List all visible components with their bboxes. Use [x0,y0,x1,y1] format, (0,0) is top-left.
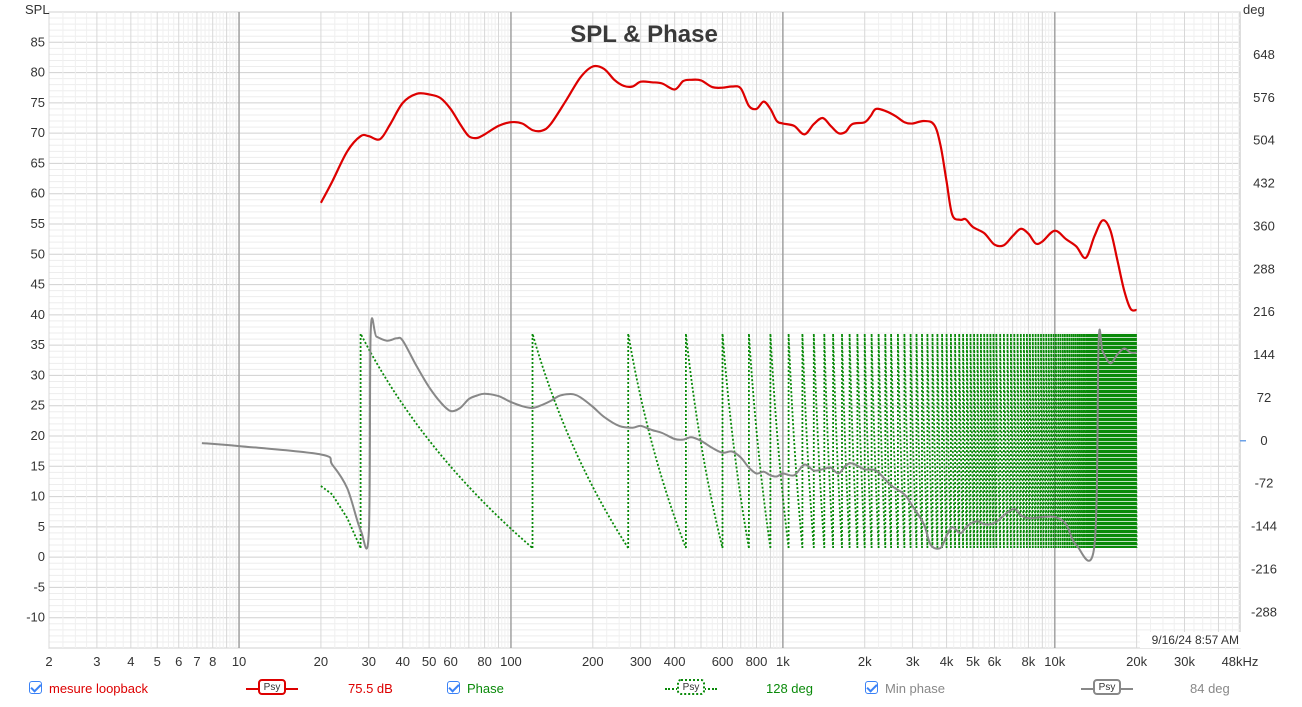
checkbox-phase[interactable] [447,681,460,694]
y-right-tick-label: 288 [1253,261,1275,276]
y-right-tick-label: 72 [1257,390,1271,405]
y-left-tick-label: 40 [31,307,45,322]
legend-label-min-phase: Min phase [885,681,945,696]
x-tick-label: 5k [966,654,980,669]
y-left-tick-label: -5 [33,579,45,594]
x-tick-label: 10k [1044,654,1065,669]
timestamp-bg [1140,632,1242,648]
y-left-tick-label: -10 [26,610,45,625]
x-tick-label: 30 [362,654,376,669]
x-tick-label: 8 [209,654,216,669]
x-tick-label: 20k [1126,654,1147,669]
x-tick-label: 20 [314,654,328,669]
checkbox-mesure-loopback[interactable] [29,681,42,694]
y-left-tick-label: 45 [31,277,45,292]
x-tick-label: 100 [500,654,522,669]
x-tick-label: 6k [988,654,1002,669]
y-left-tick-label: 80 [31,65,45,80]
y-right-tick-label: 432 [1253,176,1275,191]
y-left-tick-label: 15 [31,458,45,473]
y-right-tick-label: -144 [1251,519,1277,534]
psy-label: Psy [258,679,286,695]
timestamp: 9/16/24 8:57 AM [1152,633,1239,647]
x-tick-label: 3 [93,654,100,669]
y-left-tick-label: 60 [31,186,45,201]
x-tick-label: 80 [477,654,491,669]
legend-value-min-phase: 84 deg [1190,681,1230,696]
spl-phase-chart: 2 3 4 5 6 7 8 10 20 30 40 50 60 80 100 200 300 400 600 800 1… [25,2,1277,669]
y-left-tick-label: 30 [31,367,45,382]
y-left-tick-label: 35 [31,337,45,352]
x-tick-label: 48kHz [1222,654,1259,669]
x-tick-label: 30k [1174,654,1195,669]
checkbox-min-phase[interactable] [865,681,878,694]
legend-bar: mesure loopback Psy 75.5 dB Phase Psy 12… [0,676,1302,704]
y-right-tick-label: -288 [1251,604,1277,619]
y-right-tick-label: 144 [1253,347,1275,362]
y-right-tick-label: 360 [1253,218,1275,233]
x-tick-label: 1k [776,654,790,669]
y-left-tick-label: 75 [31,95,45,110]
grid [48,11,1246,649]
y-left-tick-label: 10 [31,489,45,504]
y-left-tick-label: 5 [38,519,45,534]
x-tick-label: 7 [193,654,200,669]
x-tick-label: 5 [154,654,161,669]
legend-value-mesure-loopback: 75.5 dB [348,681,393,696]
x-tick-label: 10 [232,654,246,669]
chart-title: SPL & Phase [570,21,718,48]
y-right-tick-label: -72 [1255,476,1274,491]
x-tick-label: 40 [396,654,410,669]
x-tick-label: 400 [664,654,686,669]
left-axis-label: SPL [25,2,50,17]
plot-area [48,11,1241,649]
x-tick-label: 4k [940,654,954,669]
y-right-tick-label: -216 [1251,561,1277,576]
y-left-tick-label: 0 [38,549,45,564]
series-layer [201,64,1138,562]
series-phase [320,333,1138,549]
x-tick-label: 300 [630,654,652,669]
x-tick-label: 6 [175,654,182,669]
y-right-tick-label: 576 [1253,90,1275,105]
y-left-tick-label: 55 [31,216,45,231]
x-tick-label: 2 [45,654,52,669]
x-tick-label: 50 [422,654,436,669]
legend-label-phase: Phase [467,681,504,696]
y-left-tick-label: 50 [31,246,45,261]
x-tick-label: 600 [712,654,734,669]
y-left-tick-label: 65 [31,155,45,170]
y-right-tick-label: 0 [1260,433,1267,448]
x-tick-label: 8k [1022,654,1036,669]
series-spl [319,64,1137,312]
x-tick-label: 2k [858,654,872,669]
x-tick-label: 60 [443,654,457,669]
psy-label: Psy [677,679,705,695]
y-right-tick-label: 504 [1253,133,1275,148]
right-axis-label: deg [1243,2,1265,17]
y-left-tick-label: 20 [31,428,45,443]
x-tick-label: 4 [127,654,134,669]
psy-label: Psy [1093,679,1121,695]
y-left-tick-label: 70 [31,125,45,140]
legend-label-mesure-loopback: mesure loopback [49,681,148,696]
x-tick-label: 200 [582,654,604,669]
y-right-tick-labels: 648 576 504 432 360 288 216 144 72 0 -72 -144 -216 -2… [1251,47,1277,619]
x-axis-tick-labels: 2 3 4 5 6 7 8 10 20 30 40 50 60 80 100 200 300 400 600 800 1… [45,654,1258,669]
series-min-phase [201,317,1137,562]
x-tick-label: 3k [906,654,920,669]
y-left-tick-label: 85 [31,34,45,49]
y-left-tick-label: 25 [31,398,45,413]
y-right-tick-label: 216 [1253,304,1275,319]
y-right-tick-label: 648 [1253,47,1275,62]
legend-value-phase: 128 deg [766,681,813,696]
x-tick-label: 800 [746,654,768,669]
